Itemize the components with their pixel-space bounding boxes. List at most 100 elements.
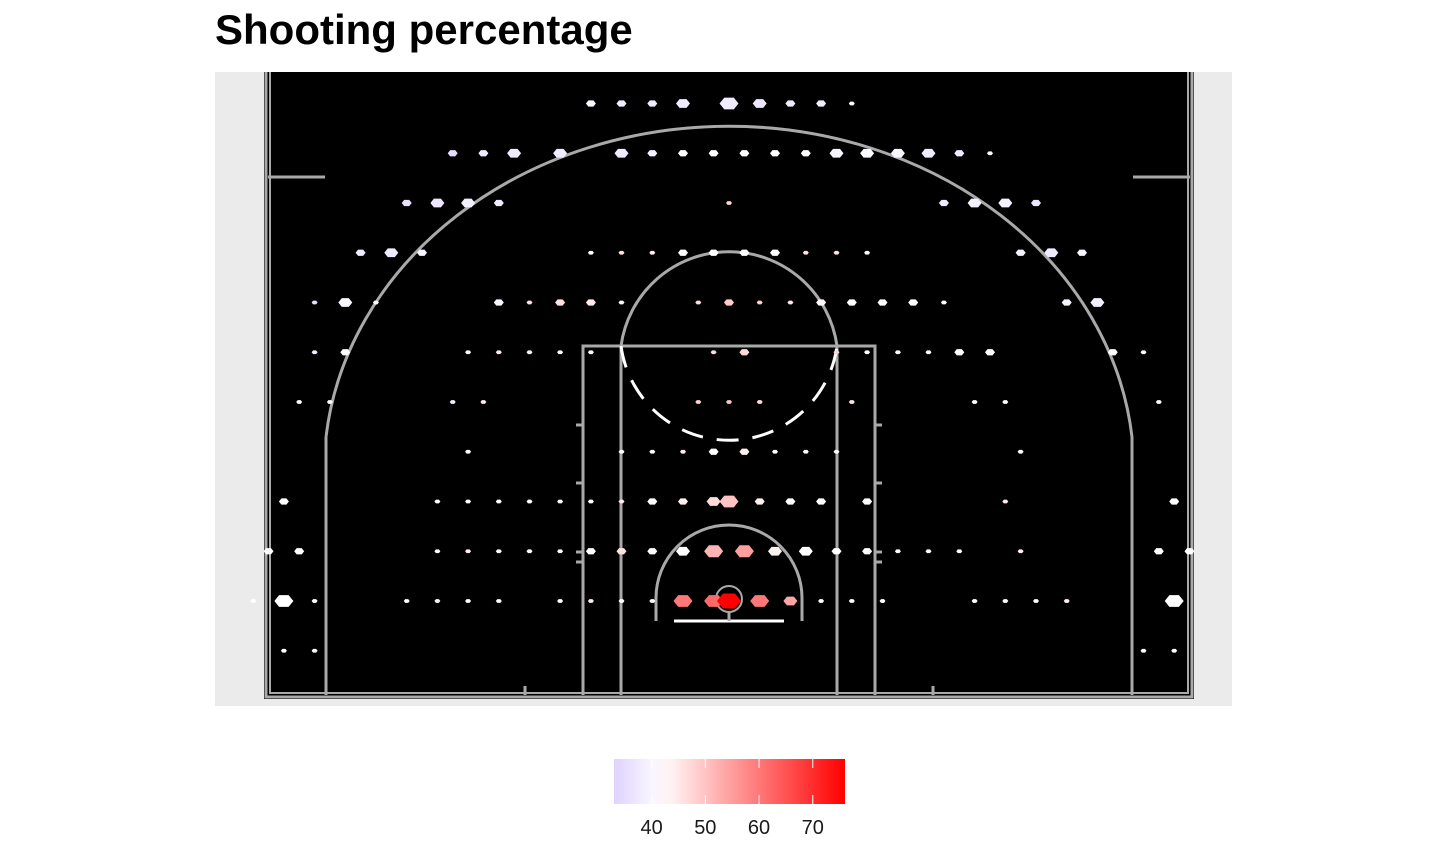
shot-bin-19 <box>800 150 811 157</box>
shot-bin-174 <box>311 648 318 653</box>
shot-bin-140 <box>798 546 813 556</box>
shot-bin-16 <box>708 150 719 157</box>
shot-bin-59 <box>695 300 702 305</box>
shot-bin-93 <box>756 400 763 404</box>
shot-bin-162 <box>717 593 741 609</box>
court-lines <box>264 72 1194 699</box>
shot-bin-122 <box>816 498 827 505</box>
shot-bin-34 <box>1031 199 1041 207</box>
shot-bin-29 <box>493 199 504 207</box>
shot-bin-129 <box>465 549 472 554</box>
shot-bin-31 <box>938 199 949 207</box>
shot-bin-83 <box>954 349 965 356</box>
shot-bin-156 <box>557 599 564 603</box>
shot-bin-58 <box>618 300 625 305</box>
shot-bin-153 <box>434 599 441 603</box>
shot-bin-142 <box>862 548 873 555</box>
shot-bin-102 <box>708 448 719 455</box>
shot-bin-64 <box>846 299 857 306</box>
shot-bin-52 <box>338 298 353 307</box>
shot-bin-20 <box>829 148 844 158</box>
shot-bin-62 <box>787 300 794 305</box>
shot-bin-124 <box>1002 499 1009 504</box>
shot-bin-90 <box>480 400 487 404</box>
shot-bin-141 <box>831 548 842 555</box>
color-legend: 40 50 60 70 <box>614 759 845 839</box>
shot-bin-98 <box>465 449 472 454</box>
shot-bin-101 <box>680 449 686 454</box>
key-outer <box>581 344 877 695</box>
shot-bin-169 <box>1002 599 1009 603</box>
shot-bin-81 <box>894 350 901 355</box>
shot-bin-154 <box>465 599 472 603</box>
shot-bin-14 <box>647 150 658 157</box>
shot-bin-13 <box>614 148 629 158</box>
shot-bin-123 <box>862 498 873 505</box>
shot-bin-84 <box>985 349 995 356</box>
shot-bin-7 <box>816 100 827 107</box>
shot-bin-127 <box>294 548 305 555</box>
shot-bin-116 <box>647 498 658 505</box>
shot-bin-26 <box>401 199 412 207</box>
shot-bin-50 <box>1077 249 1087 256</box>
shot-bin-176 <box>1171 648 1178 653</box>
three-point-arc <box>324 124 1134 438</box>
shot-bin-163 <box>750 595 770 607</box>
shot-bin-76 <box>587 350 594 355</box>
shot-bin-166 <box>848 599 855 603</box>
shot-bin-159 <box>649 599 656 603</box>
shot-bin-55 <box>526 300 533 305</box>
shot-bin-51 <box>311 300 318 305</box>
shot-bin-68 <box>1061 299 1072 306</box>
shot-bin-125 <box>1169 498 1180 505</box>
shot-bin-160 <box>673 595 693 607</box>
key-inner <box>619 346 839 695</box>
shot-bin-137 <box>704 545 724 558</box>
shot-bin-15 <box>678 150 688 157</box>
shot-bin-38 <box>587 250 594 255</box>
shot-bin-170 <box>1033 599 1039 603</box>
shot-bin-168 <box>971 599 978 603</box>
shot-bin-152 <box>403 599 410 603</box>
shot-bin-133 <box>585 548 596 555</box>
shot-bin-45 <box>802 250 809 255</box>
shot-bin-12 <box>553 148 568 158</box>
shot-bin-2 <box>647 100 658 107</box>
shot-bin-109 <box>434 499 441 504</box>
shot-bin-0 <box>585 100 596 107</box>
shot-bin-128 <box>434 549 441 554</box>
shot-bin-149 <box>250 599 257 603</box>
shot-bin-92 <box>726 400 732 404</box>
shot-bin-94 <box>848 400 855 404</box>
legend-tick-label-1: 50 <box>694 817 716 839</box>
shot-bin-96 <box>1002 400 1009 404</box>
shot-bin-161 <box>704 595 724 607</box>
shot-bin-46 <box>833 250 840 255</box>
shot-bin-95 <box>971 400 978 404</box>
shot-bins <box>250 97 1195 653</box>
shot-bin-88 <box>326 400 333 404</box>
shot-bin-39 <box>618 250 625 255</box>
shot-bin-37 <box>417 249 427 256</box>
shot-bin-80 <box>864 350 871 355</box>
shot-bin-1 <box>616 100 627 107</box>
free-throw-circle-bottom <box>619 345 839 442</box>
shot-bin-9 <box>447 150 458 157</box>
court-boundary <box>264 72 1194 699</box>
shot-bin-112 <box>526 499 533 504</box>
shot-bin-72 <box>465 350 472 355</box>
shot-bin-22 <box>890 148 905 158</box>
shot-bin-172 <box>1164 595 1184 607</box>
shot-bin-66 <box>908 299 919 306</box>
shot-bin-82 <box>925 350 932 355</box>
shot-bin-135 <box>647 548 658 555</box>
shot-bin-150 <box>274 595 294 607</box>
shot-bin-114 <box>587 499 594 504</box>
shot-bin-139 <box>768 546 782 556</box>
shot-bin-63 <box>816 299 827 306</box>
shot-bin-73 <box>495 350 502 355</box>
shot-bin-136 <box>676 546 690 556</box>
shot-bin-121 <box>785 498 796 505</box>
shot-bin-57 <box>585 299 596 306</box>
shot-bin-111 <box>495 499 502 504</box>
